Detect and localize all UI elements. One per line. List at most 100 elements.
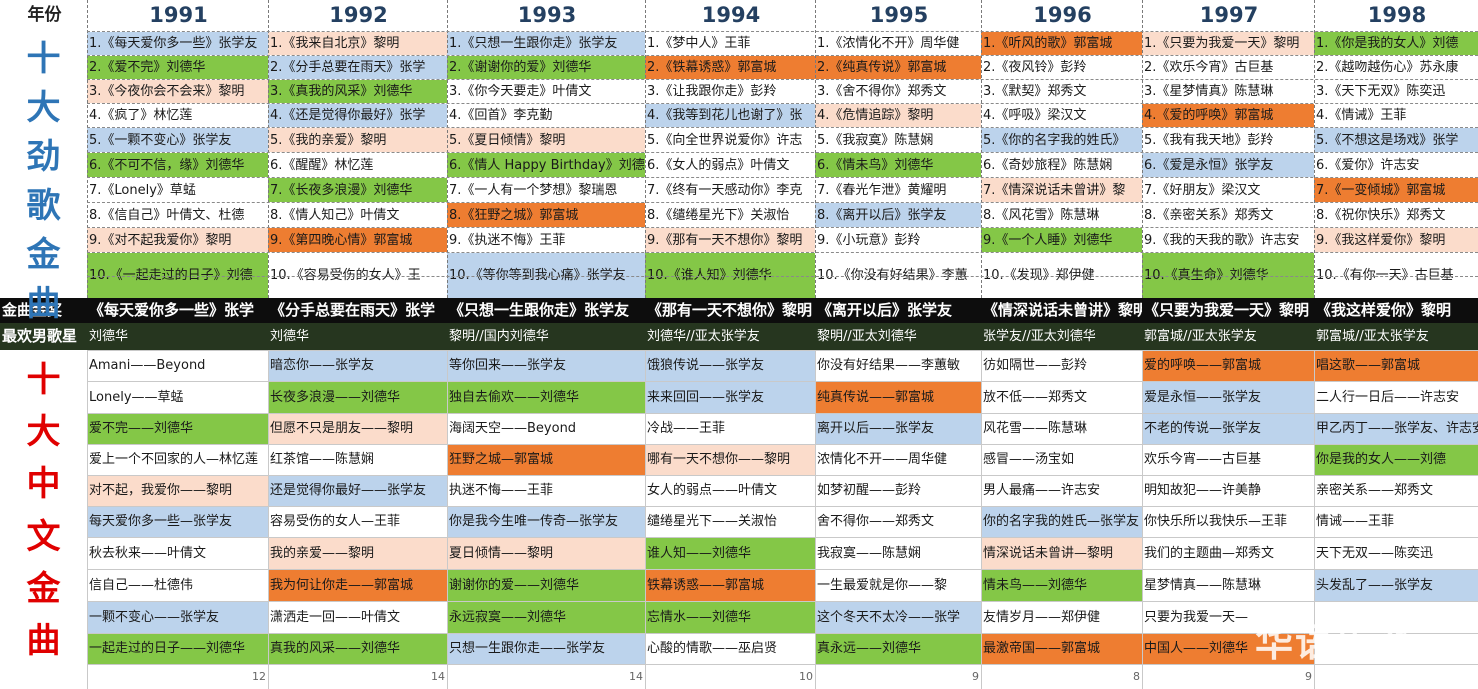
grid-line [87, 664, 1478, 665]
jinge-song-cell: 3.《默契》郑秀文 [981, 80, 1142, 103]
zhongwen-song-cell: 这个冬天不太冷——张学 [815, 601, 981, 633]
zhongwen-song-cell: 每天爱你多一些—张学友 [87, 506, 268, 537]
song-count-cell: 9 [815, 664, 981, 689]
zhongwen-song-cell: 放不低——郑秀文 [981, 381, 1142, 413]
zhongwen-song-cell: 潇洒走一回——叶倩文 [268, 601, 447, 633]
jinge-song-cell: 5.《一颗不变心》张学友 [87, 128, 268, 152]
jinge-song-cell: 1.《浓情化不开》周华健 [815, 32, 981, 55]
jinge-song-cell: 2.《越吻越伤心》苏永康 [1314, 56, 1478, 79]
jinge-song-cell: 10.《真生命》刘德华 [1142, 253, 1314, 298]
jinge-song-cell: 9.《我的天我的歌》许志安 [1142, 228, 1314, 252]
song-count-cell [1314, 664, 1478, 689]
jinge-song-cell: 1.《我来自北京》黎明 [268, 32, 447, 55]
section-title-char: 大 [26, 411, 61, 452]
jinge-song-cell: 7.《长夜多浪漫》刘德华 [268, 178, 447, 202]
jinge-song-cell: 9.《小玩意》彭羚 [815, 228, 981, 252]
section-title-char: 大 [26, 88, 61, 128]
jinge-song-cell: 10.《有你一天》古巨基 [1314, 253, 1478, 298]
zhongwen-song-cell: 风花雪——陈慧琳 [981, 413, 1142, 444]
jinge-song-cell: 2.《欢乐今宵》古巨基 [1142, 56, 1314, 79]
gold-award-cell: 《分手总要在雨天》张学 [268, 298, 447, 323]
grid-line [87, 177, 1478, 178]
jinge-song-cell: 3.《让我跟你走》彭羚 [645, 80, 815, 103]
section-title-zhongwen: 十大中文金曲 [0, 350, 87, 664]
jinge-song-cell: 5.《向全世界说爱你》许志 [645, 128, 815, 152]
section-title-char: 曲 [26, 621, 61, 662]
jinge-song-cell: 8.《信自己》叶倩文、杜德 [87, 203, 268, 227]
zhongwen-song-cell: 纯真传说——郭富城 [815, 381, 981, 413]
zhongwen-song-cell: 来来回回——张学友 [645, 381, 815, 413]
zhongwen-song-cell: 永远寂寞——刘德华 [447, 601, 645, 633]
section-title-char: 曲 [26, 284, 61, 324]
grid-line [87, 152, 1478, 153]
jinge-song-cell: 4.《还是觉得你最好》张学 [268, 104, 447, 127]
jinge-song-cell: 3.《星梦情真》陈慧琳 [1142, 80, 1314, 103]
jinge-song-cell: 4.《危情追踪》黎明 [815, 104, 981, 127]
year-header: 1993 [447, 0, 645, 31]
grid-line [447, 350, 448, 689]
zhongwen-song-cell: 真我的风采——刘德华 [268, 633, 447, 664]
jinge-song-cell: 10.《容易受伤的女人》王 [268, 253, 447, 298]
zhongwen-song-cell: 彷如隔世——彭羚 [981, 350, 1142, 381]
jinge-song-cell: 3.《舍不得你》郑秀文 [815, 80, 981, 103]
grid-line [87, 350, 88, 689]
grid-line [87, 537, 1478, 538]
jinge-song-cell: 6.《情未鸟》刘德华 [815, 153, 981, 177]
zhongwen-song-cell: 女人的弱点——叶倩文 [645, 475, 815, 506]
grid-line [87, 633, 1478, 634]
zhongwen-song-cell: 长夜多浪漫——刘德华 [268, 381, 447, 413]
watermark-text: 华语乐谈 [1255, 621, 1416, 665]
year-header: 1992 [268, 0, 447, 31]
grid-line [1142, 0, 1143, 298]
jinge-song-cell: 4.《回首》李克勤 [447, 104, 645, 127]
zhongwen-song-cell: 铁幕诱惑——郭富城 [645, 569, 815, 601]
jinge-song-cell: 2.《夜风铃》彭羚 [981, 56, 1142, 79]
zhongwen-song-cell: 男人最痛——许志安 [981, 475, 1142, 506]
zhongwen-song-cell: 你是我今生唯一传奇—张学友 [447, 506, 645, 537]
zhongwen-song-cell: 只要为我爱一天— [1142, 601, 1314, 633]
zhongwen-song-cell: 你没有好结果——李蕙敏 [815, 350, 981, 381]
year-header: 1994 [645, 0, 815, 31]
zhongwen-song-cell: 独自去偷欢——刘德华 [447, 381, 645, 413]
zhongwen-song-cell: 情诫——王菲 [1314, 506, 1478, 537]
best-male-cell: 刘德华//亚太张学友 [645, 323, 815, 350]
zhongwen-song-cell: 友情岁月——郑伊健 [981, 601, 1142, 633]
jinge-song-cell: 3.《真我的风采》刘德华 [268, 80, 447, 103]
jinge-song-cell: 6.《情人 Happy Birthday》刘德 [447, 153, 645, 177]
zhongwen-song-cell: 唱这歌——郭富城 [1314, 350, 1478, 381]
jinge-song-cell: 6.《爱是永恒》张学友 [1142, 153, 1314, 177]
grid-line [645, 350, 646, 689]
jinge-song-cell: 2.《纯真传说》郭富城 [815, 56, 981, 79]
grid-line [87, 127, 1478, 128]
section-title-char: 十 [26, 359, 61, 400]
jinge-song-cell: 1.《只想一生跟你走》张学友 [447, 32, 645, 55]
jinge-song-cell: 9.《对不起我爱你》黎明 [87, 228, 268, 252]
zhongwen-song-cell: 一生最爱就是你——黎 [815, 569, 981, 601]
jinge-song-cell: 5.《我有我天地》彭羚 [1142, 128, 1314, 152]
best-male-cell: 刘德华 [87, 323, 268, 350]
grid-line [87, 0, 88, 298]
zhongwen-song-cell: 信自己——杜德伟 [87, 569, 268, 601]
jinge-song-cell: 8.《情人知己》叶倩文 [268, 203, 447, 227]
jinge-song-cell: 4.《呼吸》梁汉文 [981, 104, 1142, 127]
zhongwen-song-cell: 忘情水——刘德华 [645, 601, 815, 633]
zhongwen-song-cell: 谁人知——刘德华 [645, 537, 815, 569]
jinge-song-cell: 8.《离开以后》张学友 [815, 203, 981, 227]
zhongwen-song-cell: Amani——Beyond [87, 350, 268, 381]
zhongwen-song-cell: 秋去秋来——叶倩文 [87, 537, 268, 569]
year-header: 1995 [815, 0, 981, 31]
zhongwen-song-cell: 天下无双——陈奕迅 [1314, 537, 1478, 569]
gold-award-cell: 《我这样爱你》黎明 [1314, 298, 1478, 323]
jinge-song-cell: 1.《每天爱你多一些》张学友 [87, 32, 268, 55]
zhongwen-song-cell: 缱绻星光下——关淑怡 [645, 506, 815, 537]
jinge-song-cell: 5.《我的亲爱》黎明 [268, 128, 447, 152]
section-title-char: 文 [26, 516, 61, 557]
jinge-song-cell: 6.《不可不信，缘》刘德华 [87, 153, 268, 177]
best-male-cell: 黎明//国内刘德华 [447, 323, 645, 350]
grid-line [87, 444, 1478, 445]
year-header: 1997 [1142, 0, 1314, 31]
grid-line [268, 0, 269, 298]
jinge-song-cell: 3.《你今天要走》叶倩文 [447, 80, 645, 103]
best-male-cell: 黎明//亚太刘德华 [815, 323, 981, 350]
grid-line [87, 55, 1478, 56]
